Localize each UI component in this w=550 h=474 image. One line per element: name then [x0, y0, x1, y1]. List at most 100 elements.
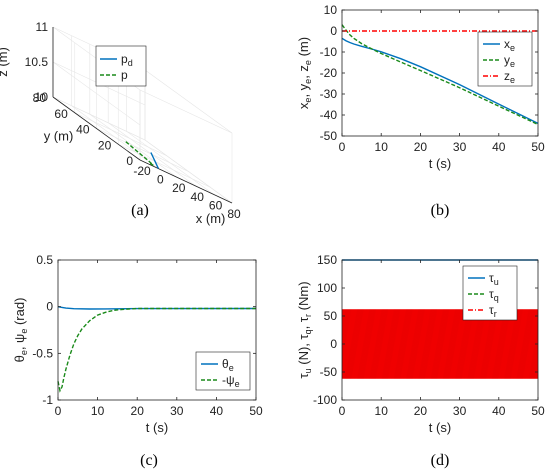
box-edge [139, 89, 233, 134]
panel-caption: (d) [431, 452, 450, 469]
series-oscillation [458, 309, 460, 379]
series-oscillation [350, 309, 352, 379]
series-p [125, 140, 154, 166]
panel-caption: (a) [131, 202, 149, 219]
y-axis [52, 96, 141, 161]
series-oscillation [428, 309, 431, 379]
label-subscript: e [510, 59, 515, 69]
label-subscript: d [128, 58, 133, 68]
x-tick-label: -20 [133, 164, 151, 178]
series-oscillation [409, 309, 411, 379]
series-oscillation [479, 309, 481, 379]
series-oscillation [477, 309, 480, 379]
series-oscillation [351, 309, 354, 379]
series-oscillation [426, 309, 429, 379]
x-tick-label: 60 [209, 198, 223, 212]
panel-caption: (b) [431, 202, 450, 219]
series-oscillation [520, 309, 522, 379]
series-oscillation [465, 309, 468, 379]
chart-c: 0 10 20 30 40 50-1-0.500.5t (s)θe, ψe (rad)(c… [12, 253, 263, 469]
series-oscillation [389, 309, 392, 379]
legend-entry: θe [222, 357, 234, 373]
y-axis-label: y (m) [44, 129, 74, 144]
series-oscillation [366, 309, 369, 379]
legend-box [462, 265, 518, 321]
label-subscript: e [229, 363, 234, 373]
y-tick-label: 0 [46, 300, 53, 314]
series-oscillation [365, 309, 368, 379]
series-y_e [341, 24, 539, 126]
plot-area-b [341, 24, 539, 126]
plot-area-d [341, 259, 539, 379]
series-oscillation [508, 309, 510, 379]
series-oscillation [388, 309, 391, 379]
series-oscillation [412, 309, 415, 379]
series-oscillation [359, 309, 361, 379]
x-tick-label: 40 [492, 140, 506, 154]
series-oscillation [472, 309, 474, 379]
series-oscillation [430, 309, 432, 379]
label-part: θ [222, 357, 229, 371]
series-oscillation [374, 309, 376, 379]
legend-entry: ze [504, 69, 515, 85]
series-oscillation [512, 309, 515, 379]
series-oscillation [384, 309, 386, 379]
x-tick-label: 20 [414, 404, 428, 418]
series-oscillation [408, 309, 410, 379]
series-oscillation [433, 309, 435, 379]
y-tick-label: 40 [76, 123, 90, 137]
series-oscillation [518, 309, 520, 379]
series-oscillation [486, 309, 489, 379]
series-oscillation [386, 309, 388, 379]
series-oscillation [355, 309, 358, 379]
label-part: τ [296, 373, 311, 379]
series-oscillation [507, 309, 509, 379]
label-part: p [121, 68, 128, 82]
series-oscillation [424, 309, 427, 379]
label-part: , z [296, 65, 311, 79]
series-oscillation [522, 309, 525, 379]
z-tick-label: 10 [35, 90, 49, 104]
label-part: , τ [296, 316, 311, 329]
series-oscillation [489, 309, 492, 379]
y-tick-label: -20 [320, 66, 338, 80]
legend-entry: τr [489, 303, 497, 319]
series-oscillation [382, 309, 384, 379]
series-oscillation [462, 309, 465, 379]
series-oscillation [400, 309, 403, 379]
series-oscillation [453, 309, 456, 379]
series-oscillation [437, 309, 440, 379]
series-oscillation [376, 309, 379, 379]
series-oscillation [348, 309, 350, 379]
series-oscillation [533, 309, 535, 379]
series-oscillation [423, 309, 425, 379]
legend-c: θe-ψe [195, 351, 251, 391]
series-oscillation [484, 309, 486, 379]
label-subscript: e [303, 79, 313, 84]
series-oscillation [531, 309, 533, 379]
y-tick-label: 50 [324, 309, 338, 323]
label-part: y [504, 53, 510, 67]
series-oscillation [516, 309, 518, 379]
series-oscillation [532, 309, 534, 379]
x-tick-label: 40 [492, 404, 506, 418]
series-oscillation [390, 309, 393, 379]
series-oscillation [498, 309, 501, 379]
series-oscillation [358, 309, 360, 379]
series-oscillation [448, 309, 450, 379]
grid-line [74, 112, 167, 157]
legend-entry: pd [121, 52, 133, 68]
x-tick-label: 10 [91, 404, 105, 418]
series-oscillation [391, 309, 394, 379]
legend-box [195, 351, 251, 391]
y-tick-label: 80 [33, 91, 47, 105]
series-oscillation [347, 309, 349, 379]
series-oscillation [435, 309, 437, 379]
series-oscillation [526, 309, 529, 379]
series-oscillation [457, 309, 459, 379]
x-tick-label: 80 [227, 207, 241, 221]
